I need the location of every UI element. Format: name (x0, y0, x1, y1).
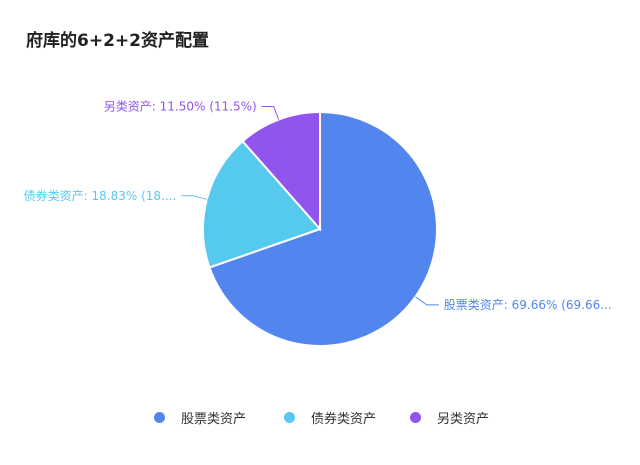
legend-item-alternative[interactable]: 另类资产 (410, 408, 489, 427)
leader-line-bonds (181, 195, 207, 200)
legend-marker-bonds (284, 412, 295, 423)
legend-item-stocks[interactable]: 股票类资产 (154, 408, 246, 427)
leader-line-alternative (261, 105, 280, 120)
data-label-bonds: 债券类资产: 18.83% (18.... (24, 188, 177, 203)
data-label-alternative: 另类资产: 11.50% (11.5%) (104, 99, 257, 113)
legend: 股票类资产 债券类资产 另类资产 (0, 408, 640, 438)
legend-marker-alternative (410, 412, 421, 423)
legend-label-alternative: 另类资产 (437, 412, 490, 427)
data-label-stocks: 股票类资产: 69.66% (69.66... (444, 298, 612, 312)
legend-label-bonds: 债券类资产 (311, 412, 377, 427)
pie-slice-bonds[interactable] (202, 139, 322, 269)
leader-line-stocks (415, 296, 439, 306)
legend-item-bonds[interactable]: 债券类资产 (284, 408, 376, 427)
pie-slice-stocks[interactable] (208, 110, 438, 347)
legend-label-stocks: 股票类资产 (181, 412, 247, 427)
legend-marker-stocks (154, 412, 165, 423)
chart-title: 府库的6+2+2资产配置 (26, 31, 209, 51)
pie-slice-alternative[interactable] (241, 110, 321, 232)
